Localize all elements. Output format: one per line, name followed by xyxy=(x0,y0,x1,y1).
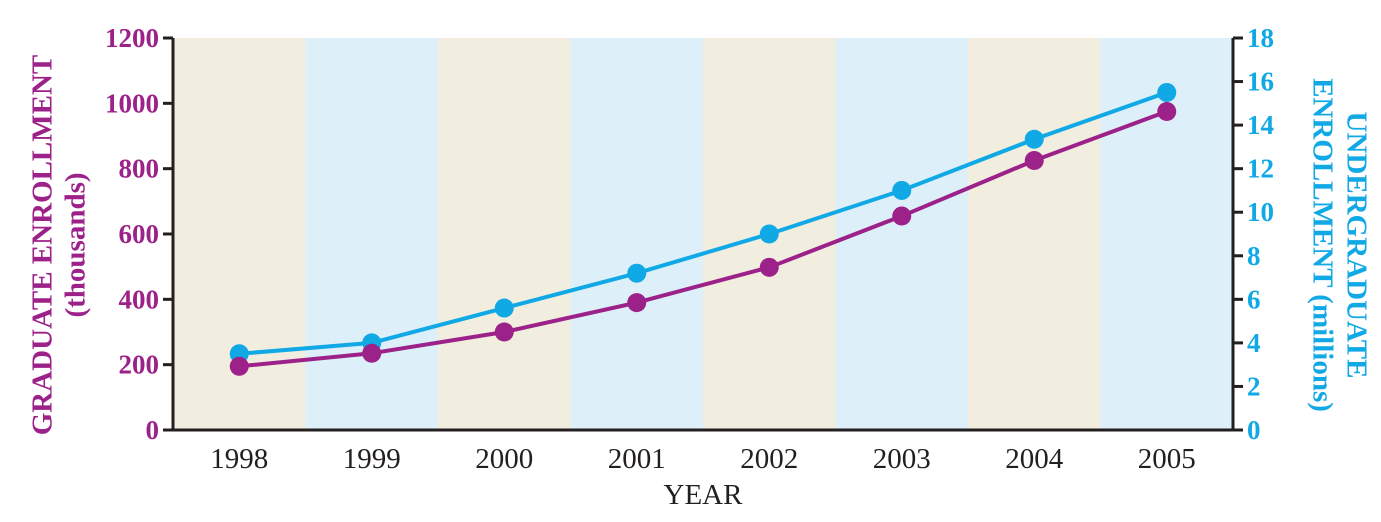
graduate-point-2001 xyxy=(627,293,647,313)
left-tick-label-1200: 1200 xyxy=(105,23,159,53)
background-band-2000 xyxy=(438,38,571,430)
graduate-point-2003 xyxy=(892,206,912,226)
undergraduate-point-2004 xyxy=(1024,129,1044,149)
graduate-point-2002 xyxy=(759,257,779,277)
left-tick-label-800: 800 xyxy=(119,154,160,184)
background-band-1999 xyxy=(305,38,439,430)
left-tick-label-200: 200 xyxy=(119,350,160,380)
background-band-2001 xyxy=(570,38,704,430)
graduate-point-2005 xyxy=(1157,102,1177,121)
right-tick-label-4: 4 xyxy=(1247,328,1261,358)
x-tick-label-2000: 2000 xyxy=(475,443,533,475)
x-tick-label-2005: 2005 xyxy=(1138,443,1196,475)
undergraduate-point-2002 xyxy=(759,224,779,244)
x-axis-title: YEAR xyxy=(664,479,744,511)
left-tick-label-400: 400 xyxy=(119,284,160,314)
background-bands xyxy=(173,38,1234,430)
graduate-point-2000 xyxy=(494,322,514,342)
right-tick-label-0: 0 xyxy=(1247,415,1261,445)
x-tick-label-2001: 2001 xyxy=(608,443,666,475)
x-tick-label-2002: 2002 xyxy=(740,443,798,475)
left-tick-label-1000: 1000 xyxy=(105,88,159,118)
right-axis-title-line-1: UNDERGRADUATE xyxy=(1340,112,1372,379)
right-tick-label-16: 16 xyxy=(1247,67,1274,97)
graduate-series-line xyxy=(239,109,1168,369)
graduate-point-2004 xyxy=(1024,151,1044,170)
labels-layer: 0 200 400 600 800 1000 1200 0 2 4 6 8 10 12 14 16 18 1998… xyxy=(27,23,1373,511)
x-tick-label-1999: 1999 xyxy=(343,443,401,475)
right-tick-label-8: 8 xyxy=(1247,241,1261,271)
left-axis-title-line-2: (thousands) xyxy=(60,172,92,317)
x-tick-label-2003: 2003 xyxy=(873,443,931,475)
x-tick-label-2004: 2004 xyxy=(1005,443,1064,475)
undergraduate-point-2005 xyxy=(1157,82,1177,102)
right-tick-label-14: 14 xyxy=(1247,110,1274,140)
right-tick-label-6: 6 xyxy=(1247,284,1261,314)
x-tick-label-1998: 1998 xyxy=(210,443,268,475)
graduate-point-1998 xyxy=(229,356,249,376)
undergraduate-series-line xyxy=(239,90,1168,356)
graduate-point-1999 xyxy=(362,343,382,363)
left-tick-label-0: 0 xyxy=(146,415,160,445)
right-tick-label-12: 12 xyxy=(1247,154,1274,184)
right-tick-label-18: 18 xyxy=(1247,23,1274,53)
left-tick-label-600: 600 xyxy=(119,219,160,249)
right-axis-title-line-2: ENROLLMENT (millions) xyxy=(1306,78,1338,412)
left-axis-title-line-1: GRADUATE ENROLLMENT xyxy=(27,55,59,436)
undergraduate-point-2003 xyxy=(892,180,912,200)
right-tick-label-2: 2 xyxy=(1247,371,1261,401)
background-band-2004 xyxy=(968,38,1101,430)
axes-layer xyxy=(163,36,1243,432)
undergraduate-point-2000 xyxy=(494,298,514,318)
right-tick-label-10: 10 xyxy=(1247,197,1274,227)
undergraduate-point-2001 xyxy=(627,263,647,283)
series-layer xyxy=(229,82,1177,376)
